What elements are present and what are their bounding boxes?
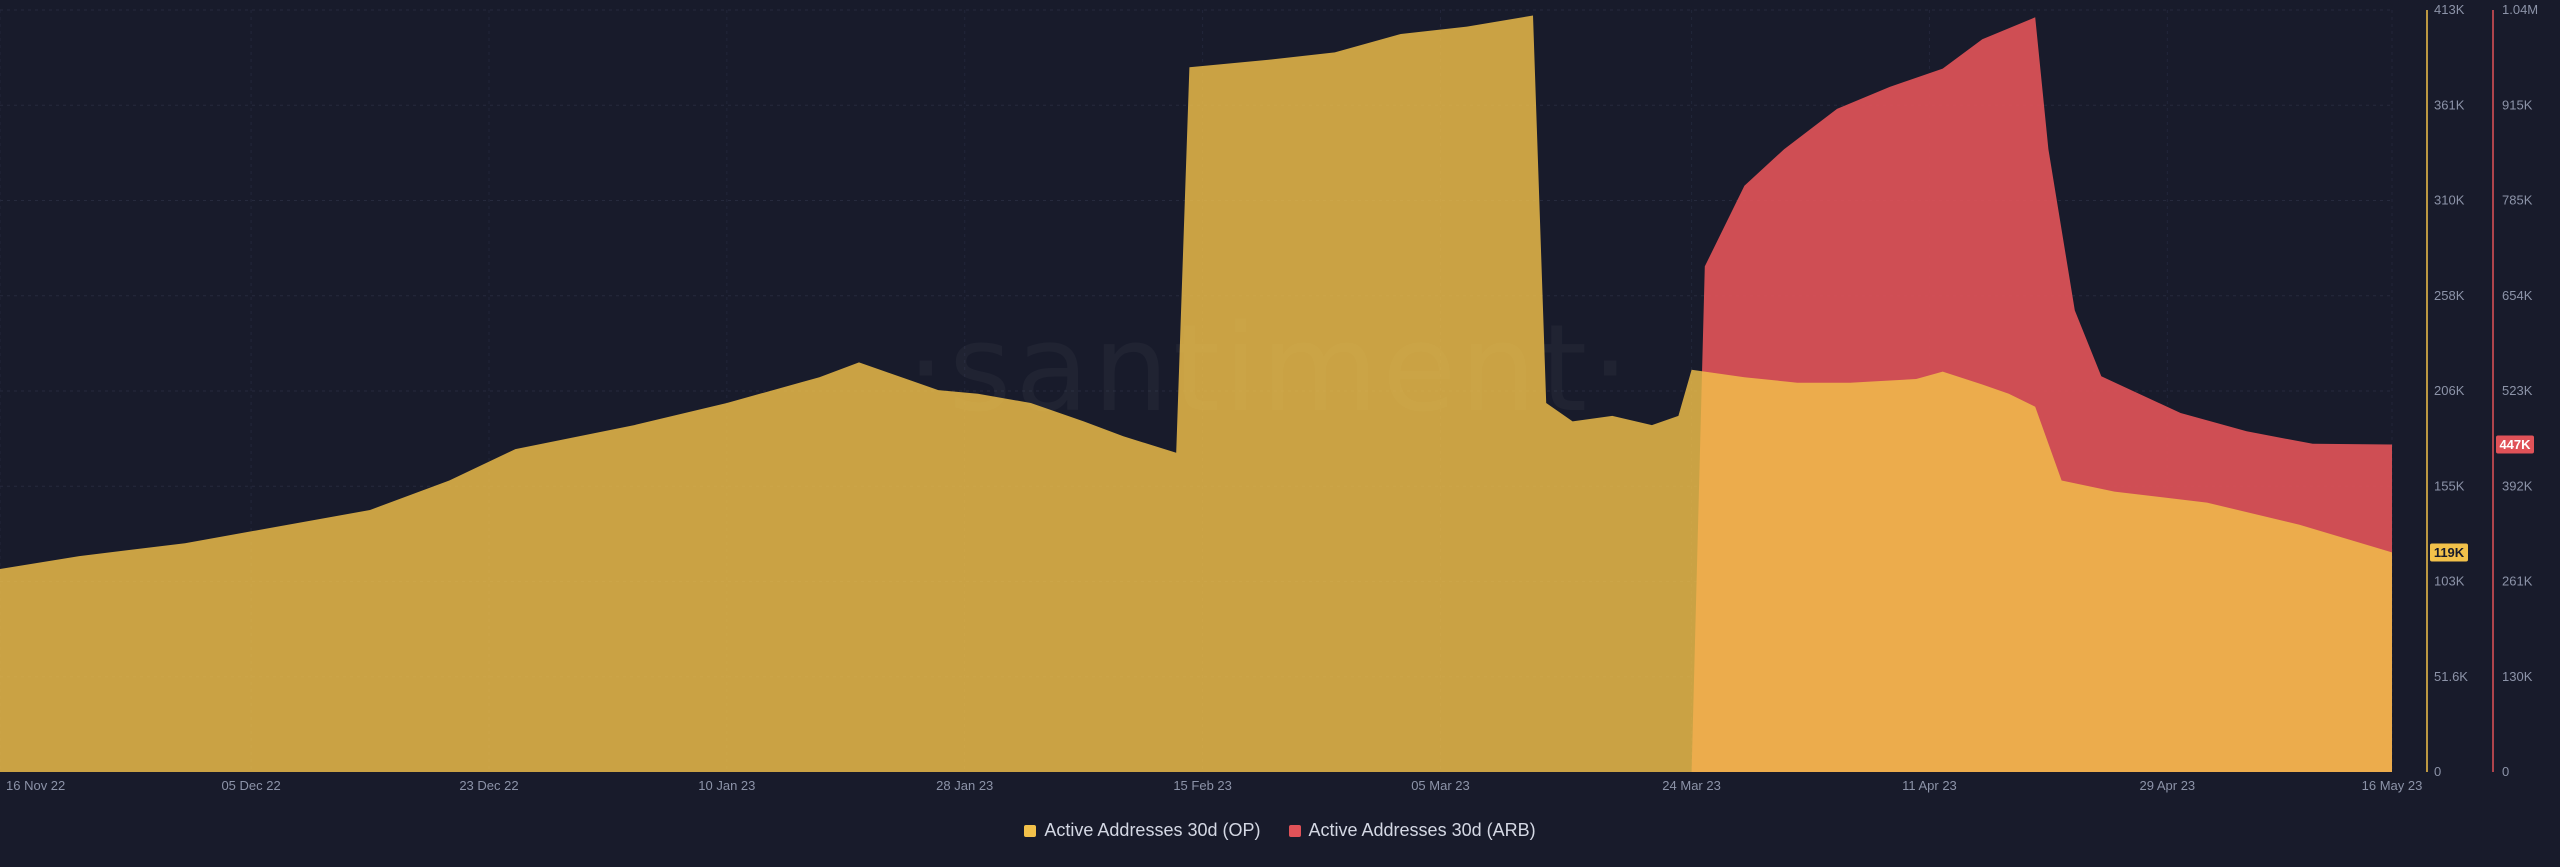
x-tick-label: 16 May 23 [2362, 778, 2423, 793]
y-left-tick-label: 258K [2434, 288, 2465, 303]
y-left-tick-label: 310K [2434, 193, 2465, 208]
y-right-tick-label: 915K [2502, 97, 2533, 112]
y-right-tick-label: 392K [2502, 478, 2533, 493]
last-value-badges: 119K 447K [2430, 435, 2534, 562]
badge-arb-value: 447K [2499, 437, 2531, 452]
y-right-tick-label: 0 [2502, 764, 2509, 779]
legend-item-arb[interactable]: Active Addresses 30d (ARB) [1288, 820, 1536, 841]
legend-swatch-arb [1288, 824, 1301, 837]
legend-swatch-op [1024, 824, 1037, 837]
y-left-tick-label: 361K [2434, 97, 2465, 112]
x-axis-ticks: 16 Nov 22 05 Dec 22 23 Dec 22 10 Jan 23 28 J… [6, 778, 2422, 793]
axes [2426, 10, 2494, 772]
legend: Active Addresses 30d (OP) Active Address… [0, 820, 2560, 841]
badge-op-bg [2430, 543, 2468, 562]
y-right-tick-label: 261K [2502, 574, 2533, 589]
y-right-tick-label: 1.04M [2502, 2, 2538, 17]
y-right-tick-label: 523K [2502, 383, 2533, 398]
y-left-tick-label: 51.6K [2434, 669, 2468, 684]
x-tick-label: 28 Jan 23 [936, 778, 993, 793]
badge-arb-bg [2496, 435, 2534, 454]
y-left-tick-label: 155K [2434, 478, 2465, 493]
y-right-tick-label: 130K [2502, 669, 2533, 684]
y-axis-right-ticks: 0 130K 261K 392K 523K 654K 785K 915K 1.04M [2502, 2, 2538, 779]
x-tick-label: 29 Apr 23 [2140, 778, 2196, 793]
x-tick-label: 23 Dec 22 [459, 778, 518, 793]
y-right-tick-label: 654K [2502, 288, 2533, 303]
y-left-tick-label: 0 [2434, 764, 2441, 779]
x-tick-label: 05 Mar 23 [1411, 778, 1470, 793]
legend-label-arb: Active Addresses 30d (ARB) [1308, 820, 1536, 840]
x-tick-label: 05 Dec 22 [221, 778, 280, 793]
legend-item-op[interactable]: Active Addresses 30d (OP) [1024, 820, 1261, 841]
legend-label-op: Active Addresses 30d (OP) [1044, 820, 1261, 840]
x-tick-label: 10 Jan 23 [698, 778, 755, 793]
x-tick-label: 16 Nov 22 [6, 778, 65, 793]
x-tick-label: 11 Apr 23 [1902, 778, 1957, 793]
series-op-area [0, 15, 2392, 772]
y-axis-left-ticks: 0 51.6K 103K 155K 206K 258K 310K 361K 413K [2434, 2, 2468, 779]
y-left-tick-label: 413K [2434, 2, 2465, 17]
y-right-tick-label: 785K [2502, 193, 2533, 208]
x-tick-label: 24 Mar 23 [1662, 778, 1721, 793]
x-tick-label: 15 Feb 23 [1173, 778, 1232, 793]
series-op-path [0, 15, 2392, 772]
y-left-tick-label: 206K [2434, 383, 2465, 398]
badge-op-value: 119K [2434, 545, 2465, 560]
y-left-tick-label: 103K [2434, 574, 2465, 589]
